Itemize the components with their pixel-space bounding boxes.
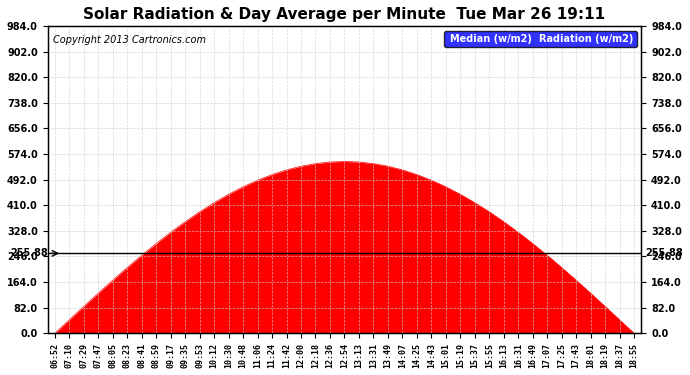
Legend: Median (w/m2), Radiation (w/m2): Median (w/m2), Radiation (w/m2) [444, 31, 637, 46]
Title: Solar Radiation & Day Average per Minute  Tue Mar 26 19:11: Solar Radiation & Day Average per Minute… [83, 7, 606, 22]
Text: 255.88: 255.88 [10, 248, 48, 258]
Text: 255.88: 255.88 [646, 248, 684, 258]
Text: Copyright 2013 Cartronics.com: Copyright 2013 Cartronics.com [54, 35, 206, 45]
